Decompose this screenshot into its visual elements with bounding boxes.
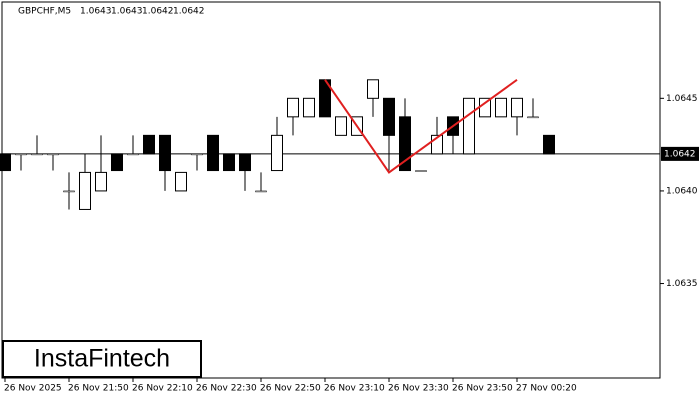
logo: InstaFintech	[34, 345, 170, 373]
plot-frame	[1, 1, 661, 379]
candle-body	[495, 97, 507, 118]
header-value: 1.0643	[111, 7, 143, 17]
candle-body	[367, 79, 379, 99]
candle-body	[399, 116, 411, 172]
candle-body	[95, 171, 107, 192]
candle-body	[415, 170, 427, 172]
candle-body	[0, 153, 11, 172]
candle-body	[175, 171, 187, 192]
candle-body	[143, 134, 155, 155]
candle-body	[255, 190, 267, 193]
header-value: 1.0643	[80, 7, 112, 17]
candle-body	[527, 116, 539, 119]
candle-body	[159, 134, 171, 172]
candle-body	[431, 134, 443, 155]
x-tick-label: 26 Nov 22:10	[132, 384, 193, 394]
symbol: GBPCHF,M5	[18, 7, 71, 17]
candle-body	[383, 97, 395, 136]
candle-body	[207, 134, 219, 172]
candle-body	[239, 153, 251, 172]
x-tick-label: 26 Nov 23:10	[324, 384, 385, 394]
header-value: 1.0642	[173, 7, 205, 17]
candle-body	[127, 153, 139, 156]
candle-body	[63, 190, 75, 193]
y-tick-label: 1.0635	[666, 279, 698, 289]
candle-body	[287, 97, 299, 118]
x-tick-label: 26 Nov 2025	[4, 384, 62, 394]
header-value: 1.0642	[142, 7, 174, 17]
candle-body	[335, 116, 347, 136]
x-tick-label: 26 Nov 23:30	[388, 384, 449, 394]
y-tick-label: 1.0640	[666, 186, 698, 196]
candle-body	[111, 153, 123, 172]
candle-body	[223, 153, 235, 172]
last-price-label: 1.0642	[664, 149, 696, 159]
x-tick-label: 26 Nov 23:50	[452, 384, 513, 394]
candle-body	[303, 97, 315, 118]
candle-body	[31, 153, 43, 156]
x-tick-label: 26 Nov 22:50	[260, 384, 321, 394]
y-tick-label: 1.0645	[666, 94, 698, 104]
candle-body	[79, 171, 91, 210]
x-tick-label: 26 Nov 21:50	[68, 384, 129, 394]
logo-box	[2, 340, 202, 378]
candle-body	[511, 97, 523, 118]
candle-body	[47, 153, 59, 156]
candle-body	[15, 153, 27, 156]
pattern-line	[324, 78, 518, 174]
candle-body	[543, 134, 555, 155]
x-tick-label: 27 Nov 00:20	[516, 384, 577, 394]
x-tick-label: 26 Nov 22:30	[196, 384, 257, 394]
candle-body	[191, 153, 203, 156]
candle-body	[463, 97, 475, 155]
last-price-box	[661, 146, 699, 161]
candle-body	[271, 134, 283, 172]
